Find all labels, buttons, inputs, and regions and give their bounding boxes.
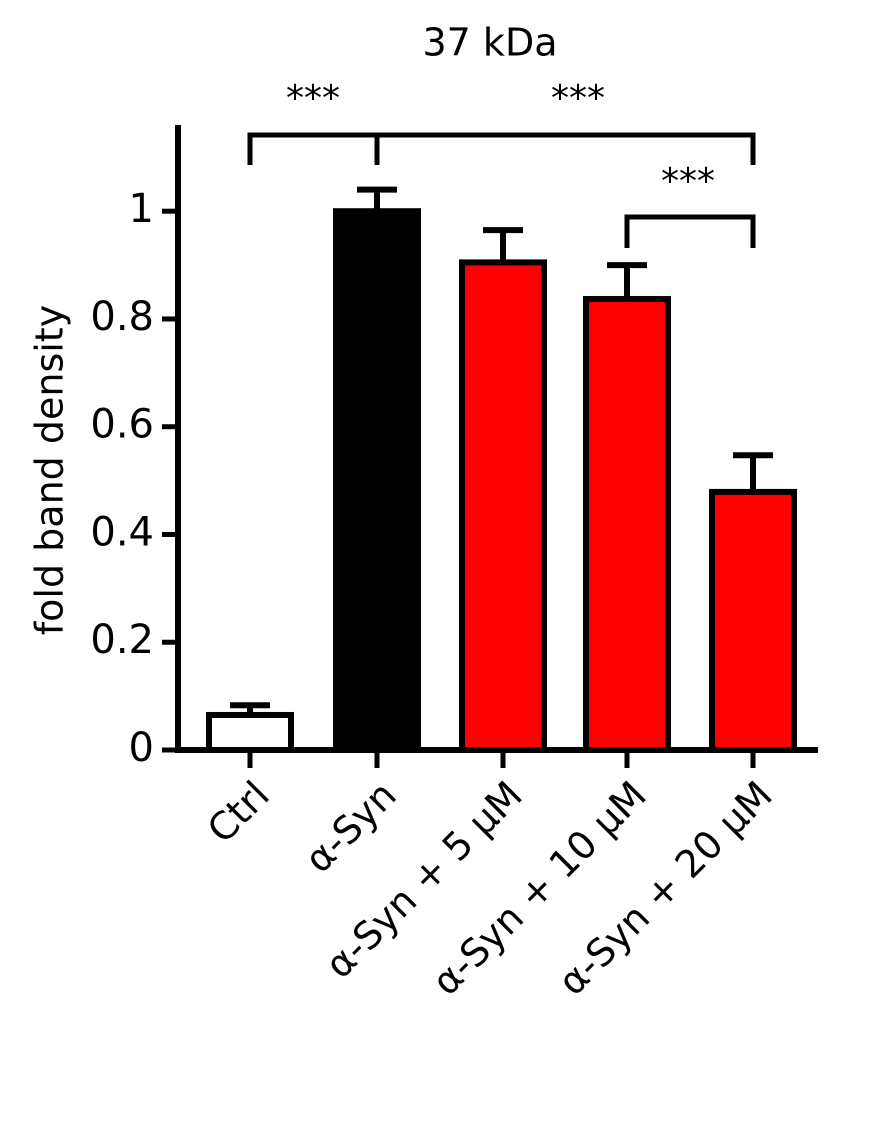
x-tick-label: α-Syn + 10 μM [424, 773, 655, 1004]
x-tick-label: Ctrl [199, 773, 278, 852]
x-tick-label: α-Syn [296, 773, 405, 882]
bar [709, 488, 797, 753]
y-tick-label: 0.4 [90, 509, 154, 555]
y-tick-label: 0 [129, 725, 154, 771]
chart-title: 37 kDa [423, 21, 558, 65]
significance-label: *** [661, 161, 715, 202]
significance-bracket [624, 214, 756, 248]
x-tick-label: α-Syn + 20 μM [550, 773, 781, 1004]
y-tick-label: 0.2 [90, 617, 154, 663]
significance-bracket [247, 132, 756, 165]
significance-label: *** [551, 78, 605, 119]
y-tick-label: 0.6 [90, 402, 154, 448]
y-tick-label: 1 [129, 186, 154, 232]
bar [333, 208, 421, 753]
bar [459, 259, 547, 753]
y-axis-label: fold band density [28, 305, 72, 635]
bar [583, 296, 671, 753]
significance-label: *** [286, 78, 340, 119]
y-tick-label: 0.8 [90, 294, 154, 340]
bar [206, 711, 294, 754]
